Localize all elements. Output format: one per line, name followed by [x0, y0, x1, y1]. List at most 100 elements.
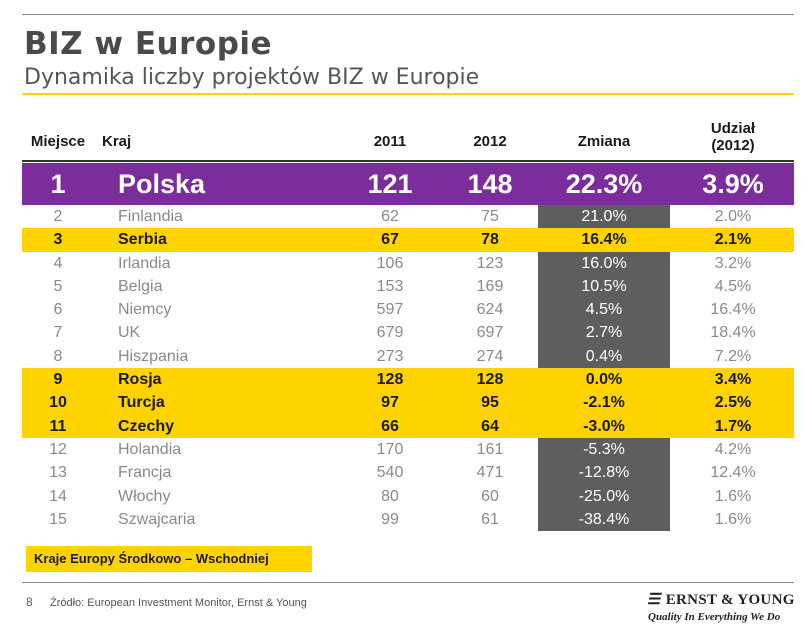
cell-share: 1.6%	[714, 510, 752, 528]
table-row: 4 Irlandia 106 123 16.0% 3.2%	[22, 251, 794, 275]
cell-country: Holandia	[118, 440, 182, 458]
cell-country: Niemcy	[118, 301, 172, 319]
cell-2011: 128	[376, 371, 404, 389]
cell-2011: 170	[376, 440, 404, 458]
table-row: 11 Czechy 66 64 -3.0% 1.7%	[22, 414, 794, 438]
cell-2011: 679	[376, 324, 404, 342]
legend-swatch: Kraje Europy Środkowo – Wschodniej	[26, 546, 312, 572]
logo-name: ☰ ERNST & YOUNG	[646, 590, 798, 609]
cell-rank: 2	[53, 208, 63, 225]
cell-change: -5.3%	[583, 440, 625, 458]
cell-2011: 540	[376, 464, 404, 482]
cell-change: 10.5%	[581, 277, 627, 295]
cell-rank: 11	[49, 417, 67, 435]
cell-2011: 597	[376, 301, 404, 319]
cell-share: 3.9%	[702, 169, 764, 199]
cell-country: Turcja	[118, 394, 165, 412]
header-change: Zmiana	[577, 133, 631, 150]
cell-2011: 67	[381, 231, 399, 249]
table-row: 3 Serbia 67 78 16.4% 2.1%	[22, 228, 794, 252]
cell-rank: 13	[49, 464, 67, 482]
change-column-bg	[538, 298, 670, 322]
cell-share: 18.4%	[710, 324, 756, 342]
change-column-bg	[538, 484, 670, 508]
cell-change: -3.0%	[583, 417, 625, 435]
cell-2011: 153	[376, 277, 404, 295]
cell-country: Szwajcaria	[118, 510, 196, 528]
cell-share: 1.6%	[714, 487, 752, 505]
cell-2012: 148	[467, 169, 513, 199]
cell-rank: 12	[49, 440, 67, 458]
header-share-line2: (2012)	[711, 137, 755, 154]
cell-2012: 61	[481, 510, 499, 528]
cell-share: 16.4%	[710, 301, 756, 319]
cell-2012: 123	[476, 254, 504, 272]
table-row: 9 Rosja 128 128 0.0% 3.4%	[22, 368, 794, 392]
cell-change: 16.0%	[581, 254, 627, 272]
cell-2011: 62	[381, 208, 399, 225]
cell-share: 2.0%	[714, 208, 752, 225]
cell-country: Włochy	[118, 487, 171, 505]
cell-rank: 10	[49, 394, 67, 412]
table-row: 14 Włochy 80 60 -25.0% 1.6%	[22, 484, 794, 508]
table-body: 2 Finlandia 62 75 21.0% 2.0% 3 Serbia 67 78 16.4% 2…	[22, 205, 794, 532]
table-row: 5 Belgia 153 169 10.5% 4.5%	[22, 274, 794, 299]
cell-2012: 274	[476, 347, 504, 365]
header-2011: 2011	[373, 133, 407, 150]
header-share-line1: Udział	[710, 120, 756, 137]
cell-2012: 75	[481, 208, 499, 225]
header-rank: Miejsce	[30, 133, 86, 150]
table-row: 8 Hiszpania 273 274 0.4% 7.2%	[22, 344, 794, 369]
cell-country: Serbia	[118, 231, 167, 249]
header-share: Udział (2012)	[672, 120, 794, 154]
cell-2012: 169	[476, 277, 504, 295]
cell-share: 2.5%	[714, 394, 752, 412]
cell-2011: 106	[376, 254, 404, 272]
table-row: 6 Niemcy 597 624 4.5% 16.4%	[22, 298, 794, 322]
cell-rank: 3	[53, 231, 63, 249]
cell-share: 4.2%	[714, 440, 752, 458]
table-row: 15 Szwajcaria 99 61 -38.4% 1.6%	[22, 507, 794, 532]
cell-change: 21.0%	[581, 208, 627, 225]
cell-2012: 624	[476, 301, 504, 319]
cell-rank: 6	[53, 301, 63, 319]
table-row: 12 Holandia 170 161 -5.3% 4.2%	[22, 437, 794, 462]
cell-rank: 1	[50, 169, 66, 199]
cell-share: 7.2%	[714, 347, 752, 365]
cell-change: -12.8%	[578, 464, 630, 482]
cell-country: Rosja	[118, 371, 162, 389]
ranking-table: Miejsce Kraj 2011 2012 Zmiana Udział (20…	[22, 118, 794, 532]
table-header: Miejsce Kraj 2011 2012 Zmiana Udział (20…	[22, 118, 794, 162]
cell-2011: 273	[376, 347, 404, 365]
cell-rank: 8	[53, 347, 63, 365]
cell-2012: 64	[481, 417, 499, 435]
cell-rank: 14	[49, 487, 67, 505]
change-column-bg	[538, 344, 670, 369]
cell-2012: 161	[476, 440, 504, 458]
cell-share: 3.2%	[714, 254, 752, 272]
table-row: 2 Finlandia 62 75 21.0% 2.0%	[22, 205, 794, 229]
cell-2012: 78	[481, 231, 499, 249]
cell-rank: 15	[49, 510, 67, 528]
cell-change: 0.0%	[585, 371, 623, 389]
cell-share: 12.4%	[710, 464, 756, 482]
change-column-bg	[538, 461, 670, 485]
page-number: 8	[26, 595, 33, 609]
cell-change: 2.7%	[585, 324, 623, 342]
change-column-bg	[538, 205, 670, 229]
change-column-bg	[538, 437, 670, 462]
cell-change: 16.4%	[581, 231, 627, 249]
cell-country: UK	[118, 324, 141, 342]
source-note: Źródło: European Investment Monitor, Ern…	[50, 597, 307, 609]
cell-share: 3.4%	[714, 371, 752, 389]
table-row: 10 Turcja 97 95 -2.1% 2.5%	[22, 391, 794, 415]
logo-text: ERNST & YOUNG	[665, 592, 795, 608]
subtitle-rule	[22, 93, 794, 95]
cell-country: Czechy	[118, 417, 175, 435]
header-2012: 2012	[473, 133, 507, 150]
logo-mark-icon: ☰	[646, 592, 664, 608]
cell-country: Finlandia	[118, 208, 183, 225]
cell-2012: 60	[481, 487, 499, 505]
cell-share: 2.1%	[714, 231, 752, 249]
cell-rank: 7	[53, 324, 63, 342]
